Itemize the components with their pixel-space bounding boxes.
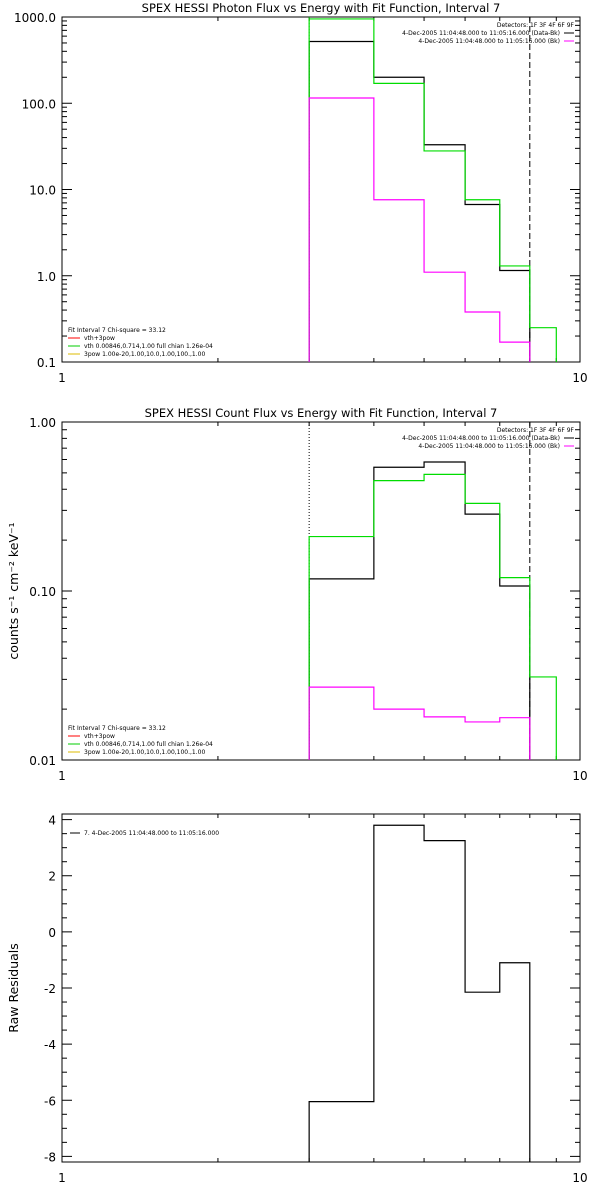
panel1-y-tick-label: 1.0 <box>37 270 56 284</box>
panel2-legend-entry: 4-Dec-2005 11:04:48.000 to 11:05:16.000 … <box>402 435 560 442</box>
panel1-y-tick-label: 0.1 <box>37 356 56 370</box>
panel3-y-axis-label: Raw Residuals <box>6 943 21 1033</box>
panel2-legend-entry: 3pow 1.00e-20,1.00,10.0,1.00,100.,1.00 <box>84 749 205 756</box>
panel1-title: SPEX HESSI Photon Flux vs Energy with Fi… <box>142 1 501 15</box>
panel1-series-3-steps <box>308 97 531 362</box>
panel3-legend-entry: 7. 4-Dec-2005 11:04:48.000 to 11:05:16.0… <box>84 830 219 837</box>
panel1-y-tick-label: 100.0 <box>22 97 56 111</box>
panel3-y-tick-label: -4 <box>44 1038 56 1052</box>
panel2-y-tick-label: 0.10 <box>29 585 56 599</box>
panel3-y-tick-label: 0 <box>48 926 56 940</box>
panel2-y-tick-label: 1.00 <box>29 416 56 430</box>
panel2-legend-entry: vth+3pow <box>84 733 115 740</box>
panel3-y-tick-label: -6 <box>44 1094 56 1108</box>
panel3-x-tick-label: 10 <box>572 1171 587 1185</box>
panel1-series-1-steps <box>308 40 531 362</box>
panel2-x-tick-label: 1 <box>58 769 66 783</box>
panel1-legend-entry: Fit Interval 7 Chi-square = 33.12 <box>68 327 166 334</box>
panel2-y-tick-label: 0.01 <box>29 754 56 768</box>
panel1-series-2-steps <box>308 18 557 362</box>
panel1-x-tick-label: 10 <box>572 371 587 385</box>
panel2-legend-entry: Fit Interval 7 Chi-square = 33.12 <box>68 725 166 732</box>
panel1-legend-entry: vth 0.00846,0.714,1.00 full chian 1.26e-… <box>84 343 213 350</box>
panel2-legend-entry: vth 0.00846,0.714,1.00 full chian 1.26e-… <box>84 741 213 748</box>
panel1-x-tick-label: 1 <box>58 371 66 385</box>
panel3-y-tick-label: 2 <box>48 870 56 884</box>
panel2-series-1-steps <box>308 461 531 760</box>
panel2-series-3-steps <box>308 686 531 760</box>
panel3-plot-frame <box>61 813 581 1163</box>
panel2-x-tick-label: 10 <box>572 769 587 783</box>
panel1-legend-entry: 3pow 1.00e-20,1.00,10.0,1.00,100.,1.00 <box>84 351 205 358</box>
panel1-legend-entry: 4-Dec-2005 11:04:48.000 to 11:05:16.000 … <box>402 30 560 37</box>
panel2-plot-frame <box>61 421 581 761</box>
panel1-y-tick-label: 1000.0 <box>14 11 56 25</box>
panel3-x-tick-label: 1 <box>58 1171 66 1185</box>
panel1-legend-entry: Detectors: 1F 3F 4F 6F 9F <box>497 22 575 29</box>
panel3-y-tick-label: -8 <box>44 1150 56 1164</box>
panel1-legend-entry: 4-Dec-2005 11:04:48.000 to 11:05:16.000 … <box>418 38 560 45</box>
panel2-title: SPEX HESSI Count Flux vs Energy with Fit… <box>145 406 498 420</box>
panel2-legend-entry: 4-Dec-2005 11:04:48.000 to 11:05:16.000 … <box>418 443 560 450</box>
panel3-series-1-steps <box>308 824 531 1162</box>
panel1-legend-entry: vth+3pow <box>84 335 115 342</box>
panel1-y-tick-label: 10.0 <box>29 184 56 198</box>
panel3-y-tick-label: -2 <box>44 982 56 996</box>
panel2-legend-entry: Detectors: 1F 3F 4F 6F 9F <box>497 427 575 434</box>
panel3-y-tick-label: 4 <box>48 814 56 828</box>
panel1-plot-frame <box>61 16 581 363</box>
panel2-series-2-steps <box>308 473 557 760</box>
panel2-y-axis-label: counts s⁻¹ cm⁻² keV⁻¹ <box>6 522 21 659</box>
